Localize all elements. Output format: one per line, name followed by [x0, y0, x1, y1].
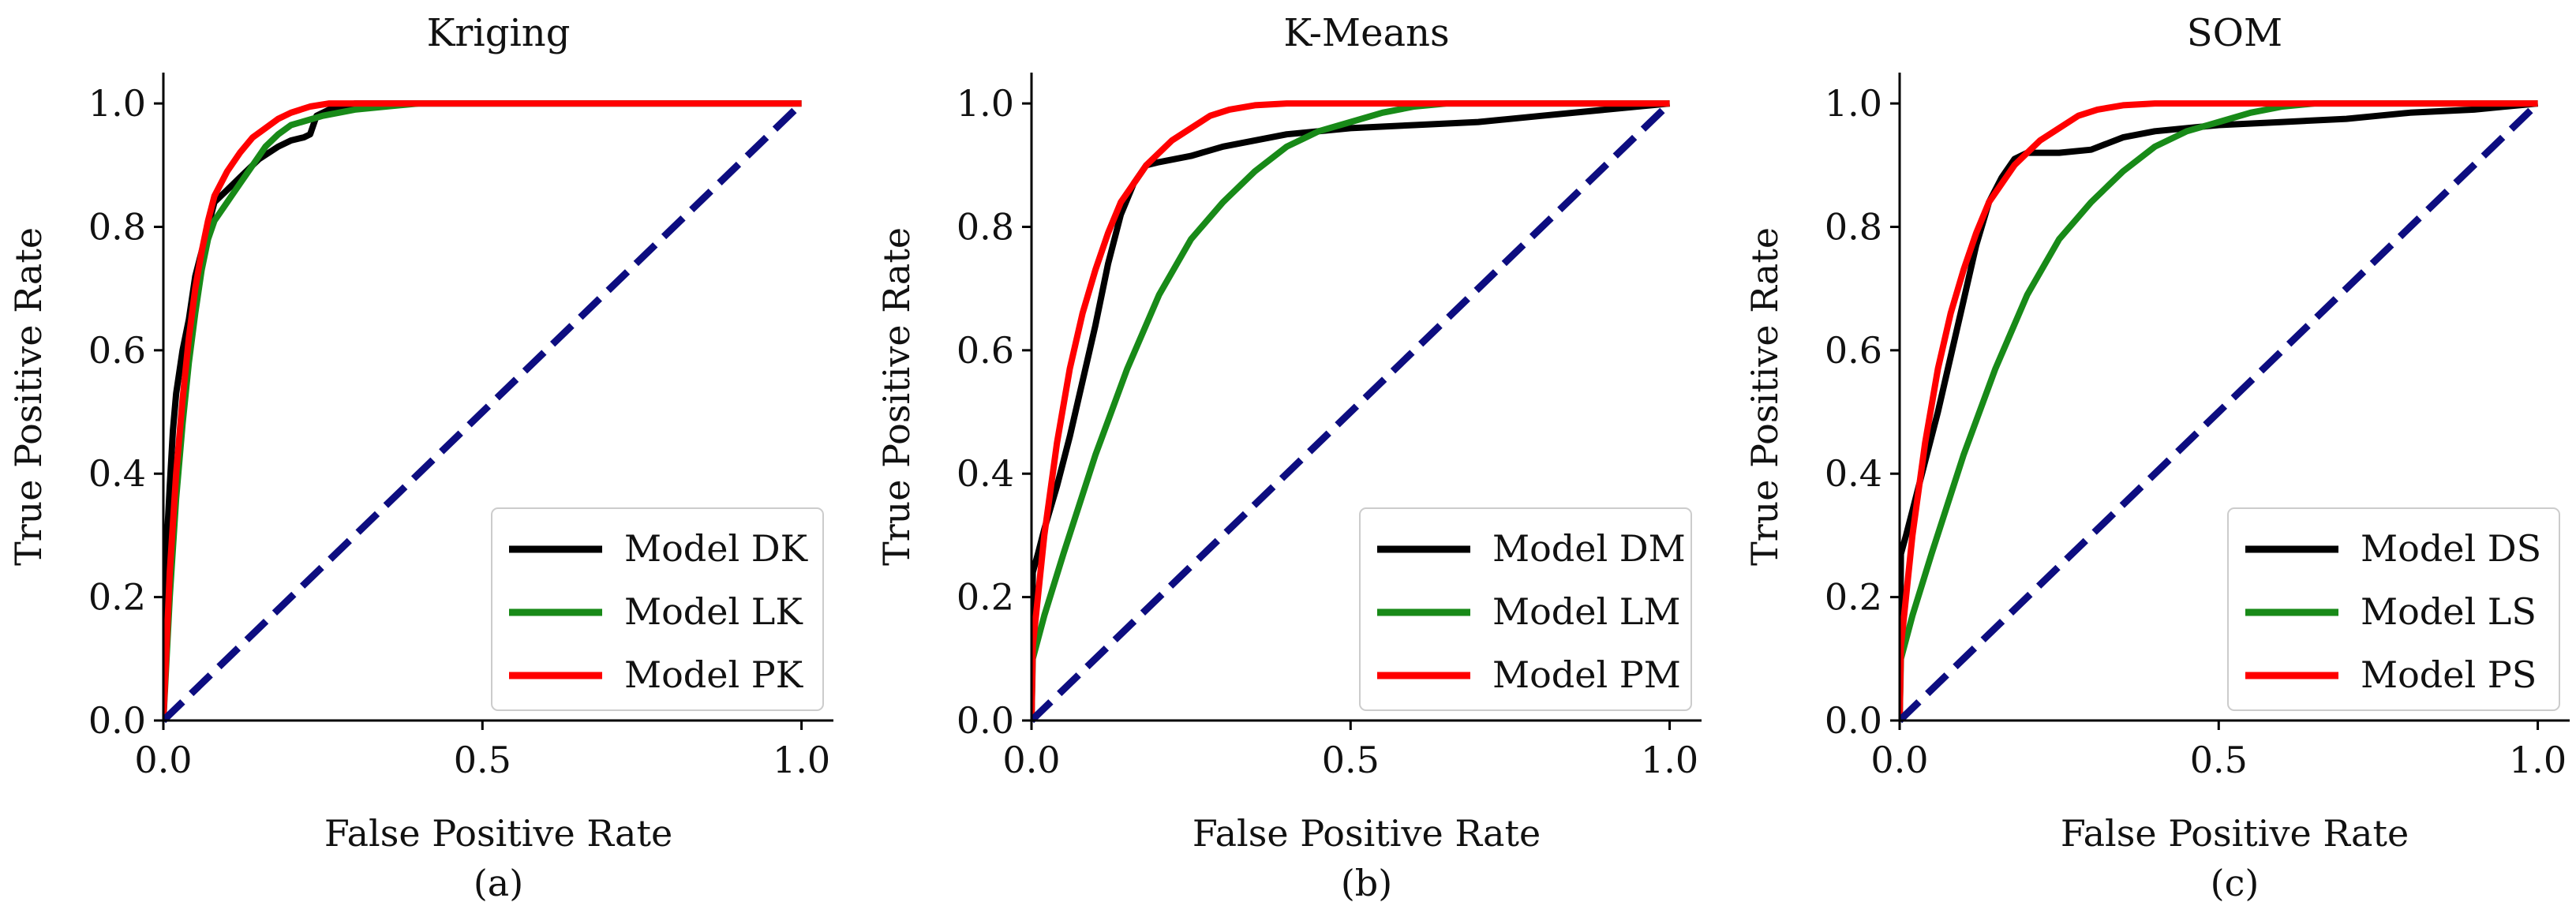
diagonal-reference-line: [1032, 100, 1672, 724]
y-axis-label: True Positive Rate: [7, 227, 50, 566]
x-tick-label: 1.0: [773, 739, 830, 781]
x-tick-label: 1.0: [2509, 739, 2567, 781]
y-tick-label: 0.4: [88, 452, 146, 495]
series-line-model-pm: [1032, 100, 1670, 721]
y-tick-label: 0.0: [957, 699, 1014, 742]
panel-kriging: 0.0 0.2 0.4 0.6 0.8 1.0 0.0 0.5 1.0 Kriging False …: [7, 11, 833, 904]
legend-label: Model LS: [2361, 590, 2537, 633]
y-tick-label: 0.8: [957, 205, 1014, 248]
y-tick-label: 1.0: [1825, 82, 1882, 125]
legend-label: Model DS: [2361, 527, 2541, 570]
chart-title: Kriging: [427, 11, 571, 55]
x-axis-label: False Positive Rate: [324, 812, 672, 855]
legend-frame: [2227, 507, 2560, 711]
y-tick-label: 0.6: [1825, 329, 1882, 372]
legend-label: Model LM: [1492, 590, 1680, 633]
y-tick-label: 1.0: [957, 82, 1014, 125]
plot-lines: [163, 100, 804, 724]
y-tick-label: 0.0: [88, 699, 146, 742]
x-tick-label: 0.5: [454, 739, 511, 781]
legend-label: Model PM: [1492, 653, 1681, 696]
legend-label: Model DK: [624, 527, 809, 570]
panel-som: 0.0 0.2 0.4 0.6 0.8 1.0 0.0 0.5 1.0 SOM False Posi…: [1743, 11, 2570, 904]
x-tick-label: 0.0: [1002, 739, 1060, 781]
x-tick-label: 1.0: [1641, 739, 1698, 781]
legend: Model DS Model LS Model PS: [2227, 507, 2560, 711]
legend: Model DM Model LM Model PM: [1359, 507, 1692, 711]
y-tick-label: 0.2: [1825, 576, 1882, 619]
x-axis-label: False Positive Rate: [2061, 812, 2409, 855]
y-tick-label: 0.6: [957, 329, 1014, 372]
legend-label: Model PK: [624, 653, 804, 696]
y-tick-label: 0.8: [88, 205, 146, 248]
plot-lines: [1032, 100, 1672, 724]
x-tick-label: 0.0: [134, 739, 192, 781]
x-axis-label: False Positive Rate: [1193, 812, 1541, 855]
panel-k-means: 0.0 0.2 0.4 0.6 0.8 1.0 0.0 0.5 1.0 K-Means False …: [875, 11, 1702, 904]
legend-frame: [1359, 507, 1692, 711]
y-tick-label: 0.4: [1825, 452, 1882, 495]
y-tick-label: 1.0: [88, 82, 146, 125]
x-tick-label: 0.5: [1322, 739, 1380, 781]
legend-frame: [491, 507, 824, 711]
panel-caption: (c): [2211, 862, 2260, 904]
x-tick-label: 0.5: [2190, 739, 2248, 781]
panel-caption: (a): [474, 862, 523, 904]
series-line-model-ps: [1900, 100, 2538, 721]
chart-title: K-Means: [1283, 11, 1449, 55]
y-tick-label: 0.2: [88, 576, 146, 619]
legend-label: Model PS: [2361, 653, 2537, 696]
legend: Model DK Model LK Model PK: [491, 507, 824, 711]
panel-caption: (b): [1341, 862, 1392, 904]
y-axis-label: True Positive Rate: [875, 227, 918, 566]
y-tick-label: 0.8: [1825, 205, 1882, 248]
y-tick-label: 0.0: [1825, 699, 1882, 742]
y-tick-label: 0.6: [88, 329, 146, 372]
y-tick-label: 0.2: [957, 576, 1014, 619]
chart-title: SOM: [2187, 11, 2282, 55]
diagonal-reference-line: [163, 100, 804, 724]
y-axis-label: True Positive Rate: [1743, 227, 1786, 566]
y-tick-label: 0.4: [957, 452, 1014, 495]
legend-label: Model LK: [624, 590, 803, 633]
series-line-model-pk: [163, 100, 802, 721]
diagonal-reference-line: [1900, 100, 2540, 724]
x-tick-label: 0.0: [1870, 739, 1928, 781]
plot-lines: [1900, 100, 2540, 724]
legend-label: Model DM: [1492, 527, 1686, 570]
